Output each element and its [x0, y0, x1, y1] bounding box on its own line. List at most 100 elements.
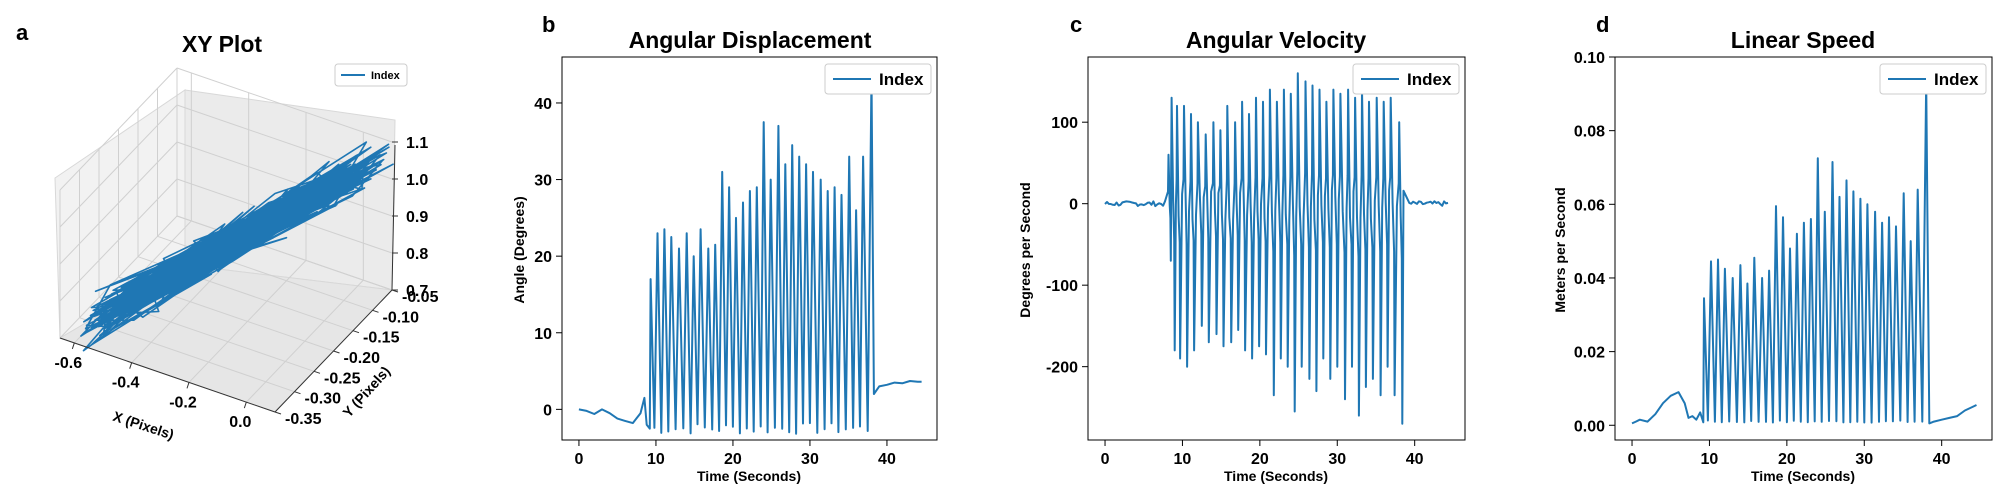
x-ticks-a: -0.6 -0.4 -0.2 0.0: [55, 342, 252, 431]
panel-letter-c: c: [1070, 12, 1082, 37]
x-ticks-d: 0 10 20 30 40: [1628, 440, 1951, 468]
y-ticks-b: 0 10 20 30 40: [534, 96, 562, 419]
x-tick-label: 40: [1406, 451, 1424, 468]
x-tick-label: 30: [801, 451, 819, 468]
y-tick-label: -0.05: [402, 289, 439, 306]
legend-box-c: [1352, 63, 1460, 95]
y-tick-label: 0.00: [1574, 418, 1605, 435]
z-tick-label: 0.8: [406, 246, 428, 263]
x-tick-label: 10: [1174, 451, 1192, 468]
y-axis-label-b: Angle (Degrees): [511, 196, 527, 303]
y-tick-mark: [372, 309, 379, 313]
legend-d: Index: [1879, 63, 1987, 95]
panel-letter-d: d: [1596, 12, 1609, 37]
grid-line: [59, 215, 178, 339]
y-axis-label-c: Degrees per Second: [1017, 182, 1033, 317]
y-tick-label: 40: [534, 96, 552, 113]
series-line-index-d: [1631, 79, 1977, 425]
x-tick-label: 0: [1628, 451, 1637, 468]
x-tick-label: -0.6: [55, 355, 83, 372]
panel-b: b Angular Displacement 0 10 20 30 40 0 10 20 30…: [511, 12, 938, 484]
y-tick-label: -0.35: [285, 411, 322, 428]
y-tick-label: 10: [534, 326, 552, 343]
y-tick-label: -100: [1046, 278, 1078, 295]
z-axis-line-a: [391, 144, 396, 291]
z-tick-label: 1.0: [406, 172, 428, 189]
y-tick-mark: [294, 391, 301, 395]
plot-frame-d: [1614, 56, 1993, 441]
y-tick-label: -0.10: [383, 309, 420, 326]
legend-label-d: Index: [1934, 70, 1979, 89]
grid-line: [59, 104, 178, 228]
x-tick-label: 10: [647, 451, 665, 468]
x-axis-line-a: [59, 337, 276, 413]
x-tick-label: 40: [878, 451, 896, 468]
x-tick-label: 40: [1933, 451, 1951, 468]
y-tick-label: 30: [534, 173, 552, 190]
x-tick-mark: [71, 342, 75, 350]
y-tick-mark: [274, 411, 282, 415]
x-tick-label: 30: [1855, 451, 1873, 468]
legend-label-a: Index: [371, 70, 401, 82]
trajectory-path: [80, 141, 394, 352]
legend-box-a: [334, 63, 408, 87]
legend-box-d: [1879, 63, 1987, 95]
x-tick-label: 30: [1328, 451, 1346, 468]
plot-frame-b: [561, 56, 938, 441]
x-tick-mark: [243, 401, 247, 409]
x-tick-label: 20: [724, 451, 742, 468]
z-ticks-a: 0.7 0.8 0.9 1.0 1.1: [392, 135, 428, 300]
panel-letter-b: b: [542, 12, 555, 37]
x-tick-label: 0: [574, 451, 583, 468]
chart-title-d: Linear Speed: [1731, 27, 1875, 53]
x-tick-label: 20: [1251, 451, 1269, 468]
x-axis-label-c: Time (Seconds): [1224, 468, 1328, 484]
z-tick-label: 1.1: [406, 135, 428, 152]
grid-line: [59, 141, 178, 265]
x-tick-label: -0.2: [169, 394, 197, 411]
x-axis-label-d: Time (Seconds): [1751, 468, 1855, 484]
x-tick-label: 0.0: [229, 414, 251, 431]
y-ticks-a: -0.35 -0.30 -0.25 -0.20 -0.15 -0.10 -0.05: [274, 289, 439, 428]
x-tick-label: 20: [1778, 451, 1796, 468]
y-tick-label: -0.20: [344, 350, 381, 367]
y-tick-label: 0.06: [1574, 197, 1605, 214]
y-tick-label: 0.02: [1574, 345, 1605, 362]
chart-title-a: XY Plot: [182, 31, 262, 57]
grid-line: [176, 215, 393, 291]
y-tick-label: 0.10: [1574, 50, 1605, 67]
y-tick-mark: [313, 370, 321, 374]
chart-title-c: Angular Velocity: [1186, 27, 1366, 53]
x-axis-label-a: X (Pixels): [111, 408, 176, 443]
z-tick-label: 0.9: [406, 209, 428, 226]
z-tick-label: 0.7: [406, 283, 428, 300]
xy-trajectory-index: [80, 141, 394, 352]
panel-a: a XY Plot -0.6 -0.4 -0.2 0.0 -0.35 -0.30 -0.2…: [16, 20, 439, 443]
y-tick-mark: [352, 330, 360, 334]
legend-label-b: Index: [879, 70, 924, 89]
y-tick-label: -0.25: [324, 370, 361, 387]
x-tick-mark: [186, 382, 190, 389]
grid-line: [59, 67, 178, 191]
y-tick-label: -0.15: [363, 330, 400, 347]
legend-a: Index: [334, 63, 408, 87]
x-tick-label: 10: [1701, 451, 1719, 468]
x-tick-label: -0.4: [112, 375, 140, 392]
grid-line: [59, 178, 178, 302]
series-line-index-c: [1104, 72, 1449, 425]
series-line-index-b: [578, 75, 922, 435]
y-tick-label: 100: [1051, 115, 1078, 132]
legend-c: Index: [1352, 63, 1460, 95]
plot-frame-c: [1087, 56, 1466, 441]
y-tick-label: 0: [543, 402, 552, 419]
y-tick-label: -200: [1046, 360, 1078, 377]
grid-line: [176, 67, 393, 143]
x-ticks-b: 0 10 20 30 40: [574, 440, 896, 468]
x-axis-label-b: Time (Seconds): [697, 468, 801, 484]
y-tick-mark: [333, 350, 340, 354]
y-tick-label: 0.08: [1574, 124, 1605, 141]
y-tick-label: 0.04: [1574, 271, 1605, 288]
x-tick-label: 0: [1101, 451, 1110, 468]
panel-d: d Linear Speed 0 10 20 30 40 0.00 0.02 0.04 0.0…: [1552, 12, 1993, 484]
